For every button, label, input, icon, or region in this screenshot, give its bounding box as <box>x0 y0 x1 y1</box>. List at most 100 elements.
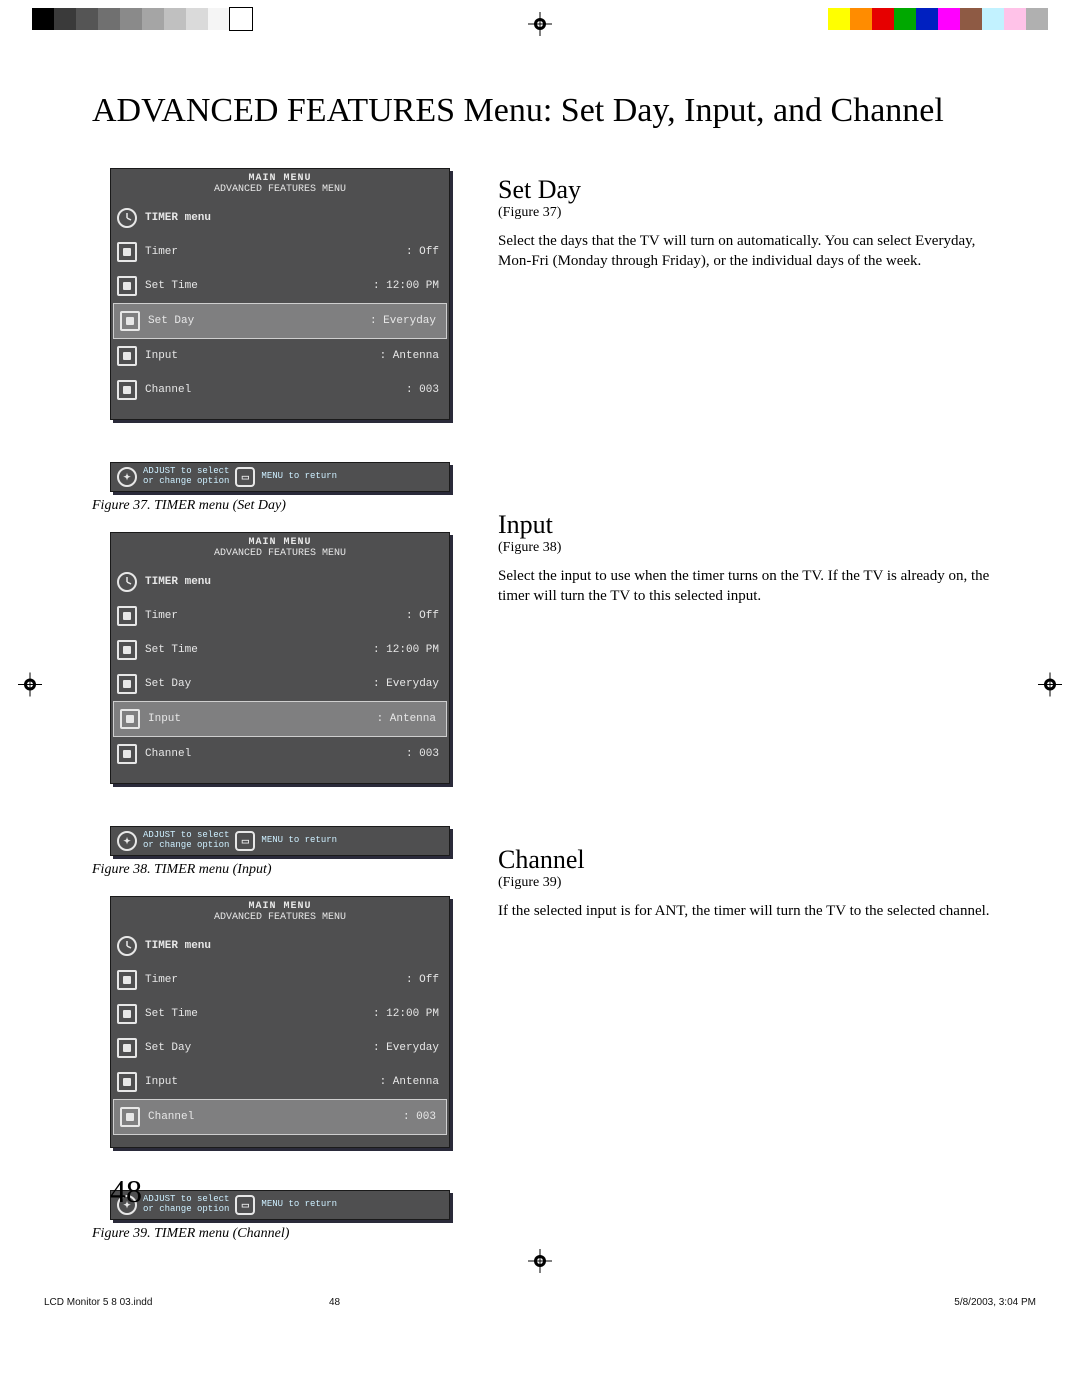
figure-caption: Figure 37. TIMER menu (Set Day) <box>92 498 472 514</box>
swatch <box>938 8 960 30</box>
swatch <box>54 8 76 30</box>
swatch <box>828 8 850 30</box>
osd-item-value: : Off <box>406 974 439 986</box>
swatch <box>1026 8 1048 30</box>
menu-icon: ▭ <box>235 1195 255 1215</box>
color-calibration-bar <box>828 8 1048 30</box>
section: Channel(Figure 39)If the selected input … <box>498 846 990 921</box>
osd-menu-title: TIMER menu <box>145 940 439 952</box>
osd-item: Set Time: 12:00 PM <box>111 997 449 1031</box>
square-icon <box>117 606 137 626</box>
osd-menu-title-row: TIMER menu <box>111 565 449 599</box>
osd-item-value: : Everyday <box>373 678 439 690</box>
figure-caption: Figure 39. TIMER menu (Channel) <box>92 1226 472 1242</box>
menu-icon: ▭ <box>235 831 255 851</box>
footer-timestamp: 5/8/2003, 3:04 PM <box>954 1297 1036 1308</box>
menu-icon: ▭ <box>235 467 255 487</box>
registration-mark-icon <box>18 673 42 702</box>
osd-footer-return: MENU to return <box>261 1200 337 1210</box>
osd-menu-title: TIMER menu <box>145 212 439 224</box>
section: Set Day(Figure 37)Select the days that t… <box>498 176 998 271</box>
osd-header: MAIN MENU <box>111 533 449 548</box>
adjust-icon: ✦ <box>117 831 137 851</box>
osd-item-value: : Antenna <box>377 713 436 725</box>
osd-item-label: Set Day <box>145 1042 373 1054</box>
square-icon <box>120 311 140 331</box>
swatch <box>916 8 938 30</box>
footer-file: LCD Monitor 5 8 03.indd <box>44 1297 152 1308</box>
osd-menu-title-row: TIMER menu <box>111 201 449 235</box>
osd-footer-text: ADJUST to selector change option <box>143 831 229 851</box>
osd-item: Channel: 003 <box>111 373 449 407</box>
swatch <box>894 8 916 30</box>
square-icon <box>117 970 137 990</box>
osd-item-label: Set Time <box>145 280 373 292</box>
swatch <box>872 8 894 30</box>
osd-footer-text: ADJUST to selector change option <box>143 1195 229 1215</box>
swatch <box>120 8 142 30</box>
osd-item-value: : 12:00 PM <box>373 280 439 292</box>
osd-item: Timer: Off <box>111 235 449 269</box>
osd-panel: MAIN MENUADVANCED FEATURES MENUTIMER men… <box>110 896 450 1220</box>
osd-item-label: Input <box>145 1076 380 1088</box>
square-icon <box>117 380 137 400</box>
square-icon <box>120 709 140 729</box>
osd-item-label: Channel <box>145 384 406 396</box>
figure-caption: Figure 38. TIMER menu (Input) <box>92 862 472 878</box>
osd-item: Channel: 003 <box>113 1099 447 1135</box>
clock-icon <box>117 208 137 228</box>
page-number: 48 <box>110 1173 142 1210</box>
osd-header: MAIN MENU <box>111 169 449 184</box>
osd-footer-return: MENU to return <box>261 836 337 846</box>
osd-item: Input: Antenna <box>111 339 449 373</box>
square-icon <box>117 744 137 764</box>
swatch <box>230 8 252 30</box>
body-text: Select the days that the TV will turn on… <box>498 231 998 272</box>
swatch <box>142 8 164 30</box>
osd-item-value: : 12:00 PM <box>373 644 439 656</box>
swatch <box>98 8 120 30</box>
osd-item-label: Channel <box>145 748 406 760</box>
osd-footer: ✦ ADJUST to selector change option ▭ MENU t… <box>110 826 450 856</box>
body-text: If the selected input is for ANT, the ti… <box>498 901 990 921</box>
registration-mark-icon <box>528 12 552 41</box>
osd-item: Input: Antenna <box>111 1065 449 1099</box>
osd-item: Set Time: 12:00 PM <box>111 633 449 667</box>
swatch <box>76 8 98 30</box>
clock-icon <box>117 936 137 956</box>
osd-item-value: : 003 <box>406 748 439 760</box>
grayscale-calibration-bar <box>32 8 252 30</box>
osd-item: Channel: 003 <box>111 737 449 771</box>
swatch <box>32 8 54 30</box>
square-icon <box>117 640 137 660</box>
osd-item-value: : Antenna <box>380 350 439 362</box>
osd-item-value: : Off <box>406 246 439 258</box>
osd-footer: ✦ADJUST to selector change option▭MENU t… <box>110 1190 450 1220</box>
section-heading: Set Day <box>498 176 998 205</box>
osd-panel: MAIN MENUADVANCED FEATURES MENUTIMER men… <box>110 532 450 856</box>
osd-menu-title-row: TIMER menu <box>111 929 449 963</box>
osd-item-label: Timer <box>145 246 406 258</box>
square-icon <box>117 1072 137 1092</box>
section-heading: Input <box>498 511 998 540</box>
osd-item: Input: Antenna <box>113 701 447 737</box>
osd-footer-return: MENU to return <box>261 472 337 482</box>
osd-item-label: Timer <box>145 610 406 622</box>
left-column: MAIN MENUADVANCED FEATURES MENUTIMER men… <box>92 168 472 1260</box>
swatch <box>208 8 230 30</box>
footer-page: 48 <box>329 1297 340 1308</box>
page-title: ADVANCED FEATURES Menu: Set Day, Input, … <box>92 90 950 131</box>
registration-mark-icon <box>1038 673 1062 702</box>
osd-subheader: ADVANCED FEATURES MENU <box>111 548 449 565</box>
osd-item-label: Input <box>148 713 377 725</box>
figure-reference: (Figure 39) <box>498 875 990 891</box>
section: Input(Figure 38)Select the input to use … <box>498 511 998 606</box>
square-icon <box>117 1038 137 1058</box>
swatch <box>1004 8 1026 30</box>
osd-header: MAIN MENU <box>111 897 449 912</box>
osd-footer-text: ADJUST to selector change option <box>143 467 229 487</box>
osd-item-label: Set Day <box>148 315 370 327</box>
osd-item-value: : 12:00 PM <box>373 1008 439 1020</box>
osd-item: Set Day: Everyday <box>111 1031 449 1065</box>
osd-item-value: : 003 <box>403 1111 436 1123</box>
